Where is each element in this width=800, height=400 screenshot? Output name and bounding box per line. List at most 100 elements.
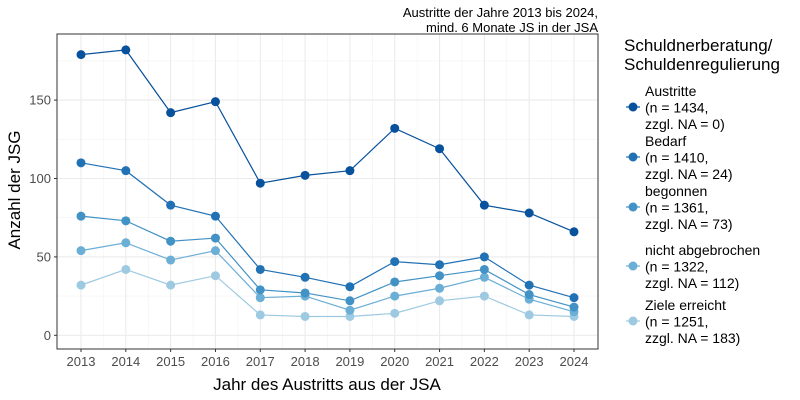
- data-point: [210, 97, 220, 107]
- legend-title-line2: Schuldenregulierung: [624, 55, 780, 74]
- x-tick-label: 2024: [560, 354, 589, 369]
- data-point: [569, 227, 579, 237]
- data-point: [121, 238, 131, 248]
- x-tick-label: 2016: [201, 354, 230, 369]
- data-point: [435, 271, 445, 281]
- data-point: [255, 310, 265, 320]
- data-point: [121, 216, 131, 226]
- legend-marker: [628, 316, 638, 326]
- legend-label: zzgl. NA = 0): [645, 116, 725, 132]
- data-point: [569, 293, 579, 303]
- legend-marker: [628, 102, 638, 112]
- data-point: [300, 288, 310, 298]
- x-tick-label: 2019: [335, 354, 364, 369]
- data-point: [255, 285, 265, 295]
- legend-label: Ziele erreicht: [645, 297, 726, 313]
- chart-subtitle: mind. 6 Monate JS in der JSA: [426, 20, 598, 35]
- data-point: [76, 280, 86, 290]
- series-line: [80, 268, 575, 318]
- data-point: [345, 166, 355, 176]
- legend-marker: [628, 202, 638, 212]
- y-tick-label: 50: [37, 249, 51, 264]
- data-point: [210, 211, 220, 221]
- data-point: [435, 283, 445, 293]
- legend-marker: [628, 261, 638, 271]
- series-line: [80, 49, 575, 233]
- legend-label: (n = 1434,: [645, 100, 708, 116]
- data-point: [210, 233, 220, 243]
- legend-title-line1: Schuldnerberatung/: [624, 36, 773, 55]
- series-begonnen: [76, 211, 579, 312]
- x-tick-label: 2015: [156, 354, 185, 369]
- data-point: [524, 310, 534, 320]
- legend-marker: [628, 152, 638, 162]
- data-point: [569, 302, 579, 312]
- x-tick-label: 2022: [470, 354, 499, 369]
- data-point: [435, 144, 445, 154]
- data-point: [479, 272, 489, 282]
- data-point: [345, 296, 355, 306]
- chart-title: Austritte der Jahre 2013 bis 2024,: [403, 5, 598, 20]
- legend-label: zzgl. NA = 24): [645, 166, 733, 182]
- data-point: [76, 158, 86, 168]
- legend-label: zzgl. NA = 183): [645, 330, 740, 346]
- x-tick-label: 2020: [380, 354, 409, 369]
- x-tick-label: 2018: [291, 354, 320, 369]
- data-point: [166, 200, 176, 210]
- data-point: [390, 291, 400, 301]
- data-point: [121, 166, 131, 176]
- y-axis-label: Anzahl der JSG: [5, 130, 24, 249]
- data-point: [255, 293, 265, 303]
- series-bedarf: [76, 158, 579, 303]
- legend-label: begonnen: [645, 183, 707, 199]
- legend-label: zzgl. NA = 112): [645, 275, 739, 291]
- data-point: [435, 296, 445, 306]
- legend-item: nicht abgebrochen(n = 1322,zzgl. NA = 11…: [626, 242, 760, 291]
- data-point: [345, 311, 355, 321]
- data-point: [121, 264, 131, 274]
- y-tick-label: 100: [29, 171, 51, 186]
- series-line: [80, 242, 575, 313]
- legend-label: (n = 1322,: [645, 259, 708, 275]
- data-point: [300, 272, 310, 282]
- data-point: [76, 246, 86, 256]
- data-point: [210, 246, 220, 256]
- x-tick-label: 2013: [67, 354, 96, 369]
- data-point: [479, 291, 489, 301]
- legend-label: nicht abgebrochen: [645, 242, 760, 258]
- y-tick-label: 150: [29, 93, 51, 108]
- legend-label: (n = 1251,: [645, 314, 708, 330]
- data-point: [524, 208, 534, 218]
- data-point: [76, 50, 86, 60]
- x-tick-label: 2021: [425, 354, 454, 369]
- legend-item: begonnen(n = 1361,zzgl. NA = 73): [626, 183, 733, 232]
- data-point: [300, 170, 310, 180]
- data-point: [255, 178, 265, 188]
- data-point: [300, 311, 310, 321]
- data-point: [345, 282, 355, 292]
- plot-border: [56, 33, 599, 350]
- data-point: [121, 45, 131, 55]
- legend-item: Austritte(n = 1434,zzgl. NA = 0): [626, 83, 725, 132]
- legend-label: Austritte: [645, 83, 697, 99]
- data-point: [166, 255, 176, 265]
- data-point: [435, 260, 445, 270]
- data-point: [479, 252, 489, 262]
- data-point: [390, 308, 400, 318]
- data-point: [166, 236, 176, 246]
- data-point: [524, 290, 534, 300]
- data-point: [390, 123, 400, 133]
- y-tick-label: 0: [44, 328, 51, 343]
- data-point: [524, 280, 534, 290]
- data-point: [345, 305, 355, 315]
- series-line: [80, 162, 575, 299]
- data-point: [479, 264, 489, 274]
- legend-item: Bedarf(n = 1410,zzgl. NA = 24): [626, 133, 733, 182]
- data-point: [479, 200, 489, 210]
- x-axis-label: Jahr des Austritts aus der JSA: [213, 375, 441, 394]
- x-tick-label: 2023: [515, 354, 544, 369]
- x-tick-label: 2014: [111, 354, 140, 369]
- data-point: [390, 257, 400, 267]
